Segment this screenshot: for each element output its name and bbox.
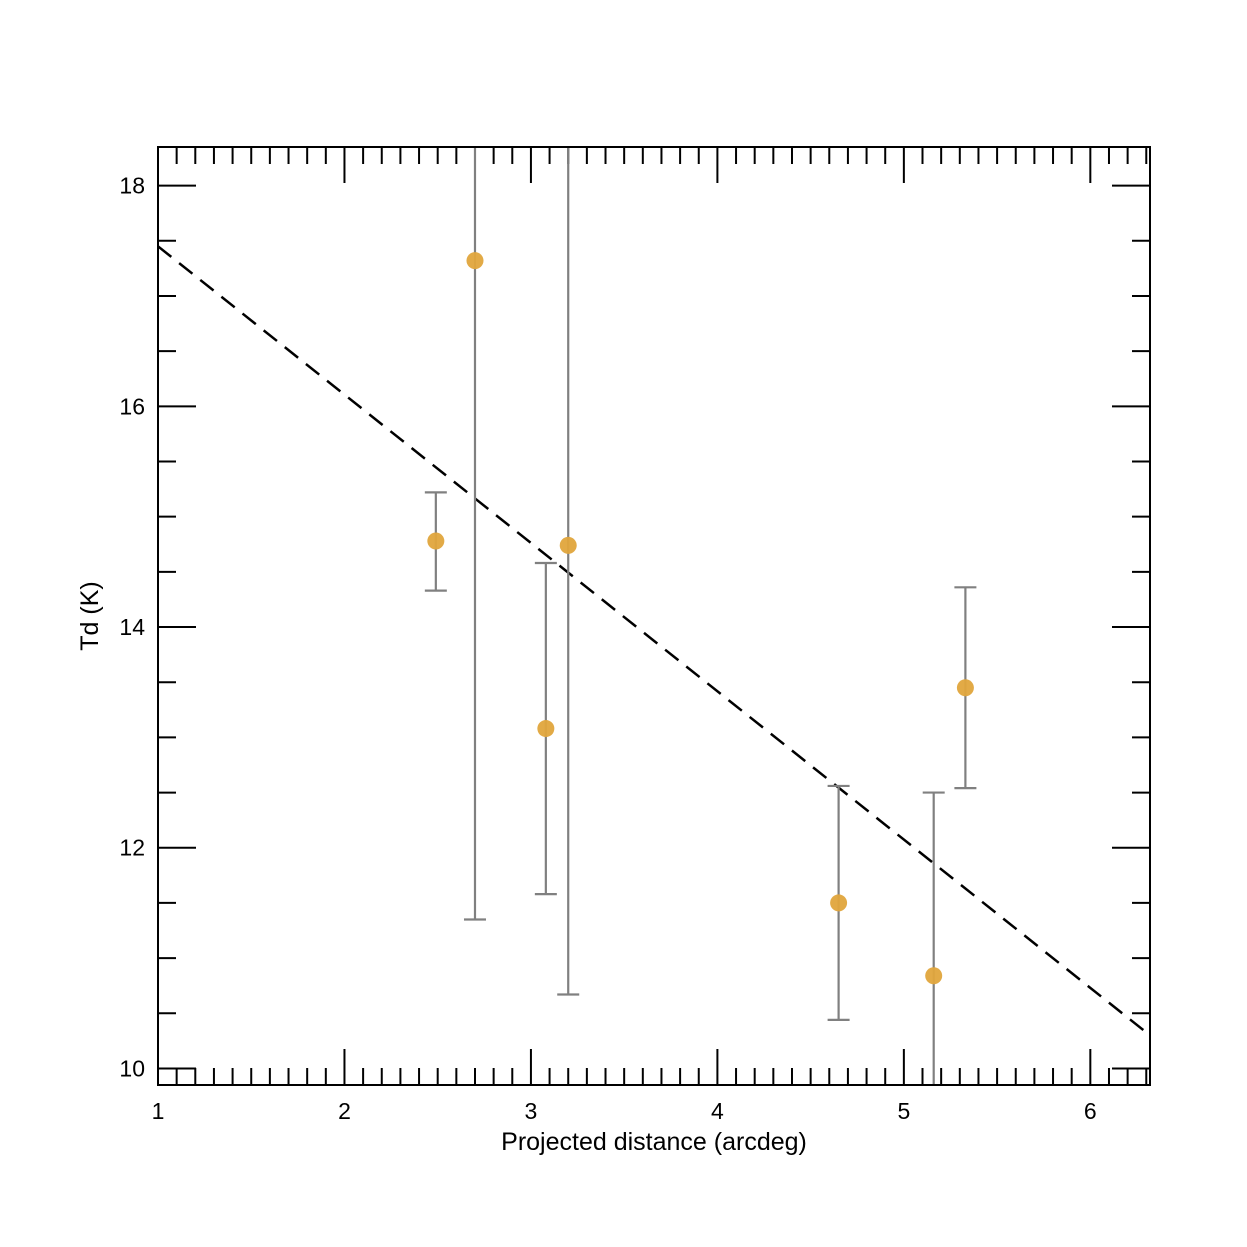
data-point bbox=[466, 252, 484, 270]
y-tick-label: 18 bbox=[119, 173, 145, 199]
x-tick-label: 2 bbox=[338, 1098, 351, 1124]
x-tick-label: 3 bbox=[525, 1098, 538, 1124]
data-point bbox=[537, 720, 555, 738]
y-tick-label: 12 bbox=[119, 835, 145, 861]
x-axis-title: Projected distance (arcdeg) bbox=[501, 1128, 807, 1156]
data-point bbox=[830, 894, 848, 912]
data-point bbox=[559, 536, 577, 554]
data-point bbox=[956, 679, 974, 697]
y-tick-label: 14 bbox=[119, 614, 145, 640]
x-tick-label: 1 bbox=[152, 1098, 165, 1124]
x-tick-label: 5 bbox=[897, 1098, 910, 1124]
axis-ticks bbox=[157, 147, 1150, 1085]
x-tick-label: 4 bbox=[711, 1098, 724, 1124]
y-tick-label: 10 bbox=[119, 1055, 145, 1081]
x-tick-label: 6 bbox=[1084, 1098, 1097, 1124]
y-axis-title: Td (K) bbox=[76, 581, 104, 650]
data-point bbox=[925, 967, 943, 985]
data-point bbox=[427, 532, 445, 550]
y-tick-label: 16 bbox=[119, 393, 145, 419]
fit-line bbox=[157, 245, 1151, 1037]
error-bars-group bbox=[424, 147, 977, 1085]
fit-line-group bbox=[157, 245, 1151, 1037]
data-points-group bbox=[427, 252, 974, 985]
plot-frame bbox=[157, 146, 1151, 1086]
